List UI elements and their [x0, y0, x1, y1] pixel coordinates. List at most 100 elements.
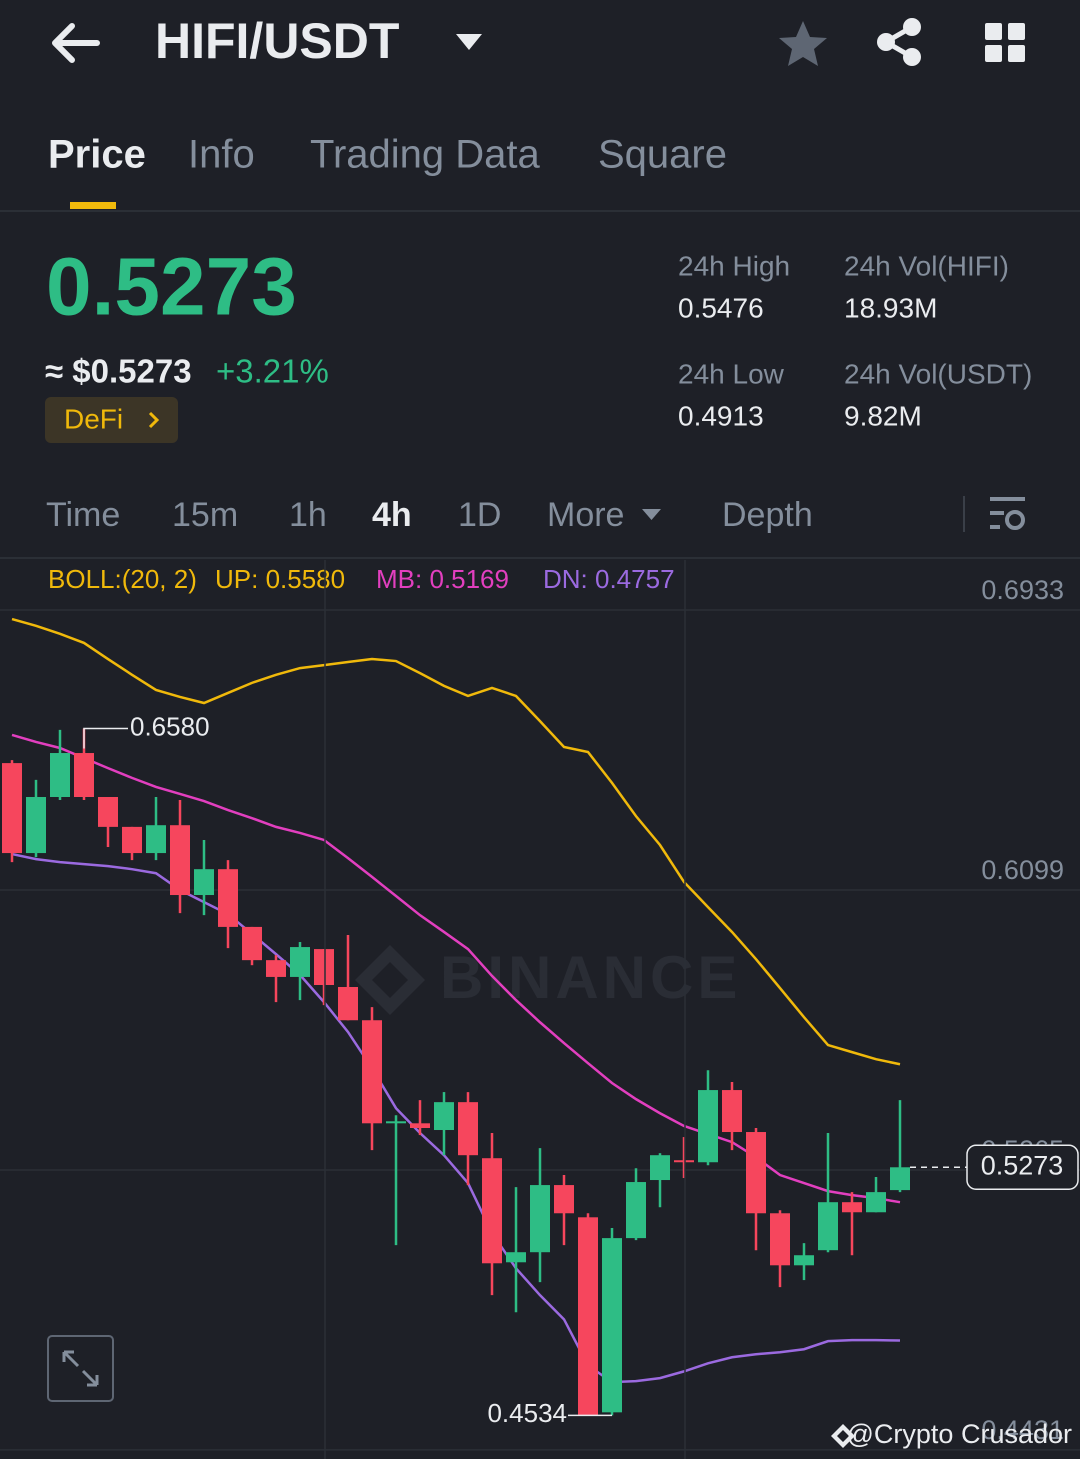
interval-option[interactable]: 4h: [372, 496, 412, 534]
settings-lines: [990, 497, 1025, 529]
indicator-name: BOLL:(20, 2): [48, 564, 197, 594]
candle-body: [698, 1090, 718, 1163]
candle-body: [122, 826, 142, 854]
last-price-label: 0.5273: [981, 1150, 1064, 1180]
candle-body: [26, 797, 46, 854]
interval-option[interactable]: Time: [46, 496, 120, 534]
candle-body: [362, 1020, 382, 1124]
expand-button[interactable]: [47, 1335, 114, 1402]
candle-body: [314, 949, 334, 985]
candle-body: [890, 1167, 910, 1191]
candle-body: [602, 1238, 622, 1413]
legend-entry: MB: 0.5169: [376, 564, 509, 594]
tab[interactable]: Info: [188, 133, 255, 177]
candle-body: [218, 869, 238, 927]
y-tick-label: 0.6099: [981, 855, 1064, 885]
candle-body: [554, 1185, 574, 1214]
candle-body: [482, 1158, 502, 1264]
stat-value: 0.4913: [678, 400, 764, 431]
tag-background: [45, 397, 178, 443]
interval-option[interactable]: 15m: [172, 496, 238, 534]
candle-body: [386, 1121, 406, 1124]
legend-entry: UP: 0.5580: [215, 564, 345, 594]
last-price-box: [966, 1144, 1079, 1191]
tag-label: DeFi: [64, 403, 123, 434]
tag-chip[interactable]: DeFi: [45, 397, 178, 443]
grid-cell: [985, 23, 1002, 40]
interval-option[interactable]: Depth: [722, 496, 813, 534]
candle-body: [98, 797, 118, 827]
candle-body: [506, 1252, 526, 1263]
candle-body: [722, 1090, 742, 1133]
grid-cell: [1008, 45, 1025, 62]
favorite-star[interactable]: [779, 21, 827, 66]
expand-arrows: [62, 1350, 99, 1387]
pair-dropdown[interactable]: [456, 34, 482, 50]
interval-bar: Time 15m 1h 4h 1D More Depth: [46, 496, 813, 534]
watermark-text: BINANCE: [440, 944, 741, 1011]
high-pointer: [83, 727, 128, 749]
more-dropdown[interactable]: [642, 509, 661, 520]
grid-cell: [1008, 23, 1025, 40]
grid-cell: [985, 45, 1002, 62]
candle-body: [578, 1217, 598, 1416]
stat-value: 0.5476: [678, 292, 764, 323]
tab[interactable]: Square: [598, 133, 727, 177]
band-line: [11, 617, 901, 1066]
credit-logo: [831, 1424, 855, 1448]
tab[interactable]: Trading Data: [310, 133, 541, 177]
expand-frame: [47, 1335, 114, 1402]
stat-value: 9.82M: [844, 400, 922, 431]
y-tick-label: 0.4431: [981, 1415, 1064, 1445]
legend-entry: DN: 0.4757: [543, 564, 675, 594]
high-label: 0.6580: [130, 711, 210, 741]
stat-label: 24h High: [678, 250, 790, 281]
settings-gear: [1005, 510, 1025, 530]
candle-body: [170, 825, 190, 896]
back-arrow: [52, 23, 100, 63]
candlestick-chart: BINANCE0.69330.60990.52650.4431BOLL:(20,…: [0, 564, 1080, 1451]
band-line: [11, 852, 901, 1384]
candle-body: [842, 1202, 862, 1213]
stat-value: 18.93M: [844, 292, 937, 323]
low-label: 0.4534: [487, 1398, 567, 1428]
candle-body: [434, 1102, 454, 1131]
candle-body: [770, 1213, 790, 1266]
fiat-price: ≈ $0.5273: [45, 353, 192, 390]
stats-panel: 24h High 0.5476 24h Vol(HIFI) 18.93M 24h Low…: [678, 250, 1032, 431]
candle-body: [626, 1182, 646, 1239]
candle-body: [746, 1132, 766, 1214]
indicator-legend: BOLL:(20, 2) UP: 0.5580 MB: 0.5169 DN: 0.47…: [48, 564, 675, 594]
stat-label: 24h Low: [678, 358, 785, 389]
tab-bar: Price Info Trading Data Square: [48, 133, 727, 209]
candle-body: [650, 1155, 670, 1181]
share-icon[interactable]: [877, 18, 921, 66]
interval-option[interactable]: 1h: [289, 496, 327, 534]
interval-option[interactable]: 1D: [458, 496, 501, 534]
back-button[interactable]: [52, 23, 100, 63]
candle-body: [410, 1123, 430, 1129]
interval-option[interactable]: More: [547, 496, 624, 534]
tag-chevron: [148, 411, 160, 429]
tab[interactable]: Price: [48, 133, 146, 177]
candle-body: [242, 926, 262, 961]
candle-body: [290, 947, 310, 977]
candle-body: [266, 960, 286, 977]
chart-settings-icon[interactable]: [990, 497, 1025, 530]
candle-body: [338, 987, 358, 1021]
pair-title[interactable]: HIFI/USDT: [155, 13, 399, 69]
watermark-logo: [355, 945, 425, 1015]
price-change: +3.21%: [216, 353, 329, 390]
candle-body: [74, 753, 94, 798]
credit-text: @Crypto Crusador: [847, 1419, 1072, 1449]
grid-menu-icon[interactable]: [985, 23, 1025, 62]
candle-body: [794, 1255, 814, 1266]
candle-body: [50, 753, 70, 798]
candle-body: [146, 825, 166, 854]
y-tick-label: 0.6933: [981, 575, 1064, 605]
candle-body: [818, 1202, 838, 1251]
candle-body: [530, 1185, 550, 1253]
stat-label: 24h Vol(HIFI): [844, 250, 1009, 281]
